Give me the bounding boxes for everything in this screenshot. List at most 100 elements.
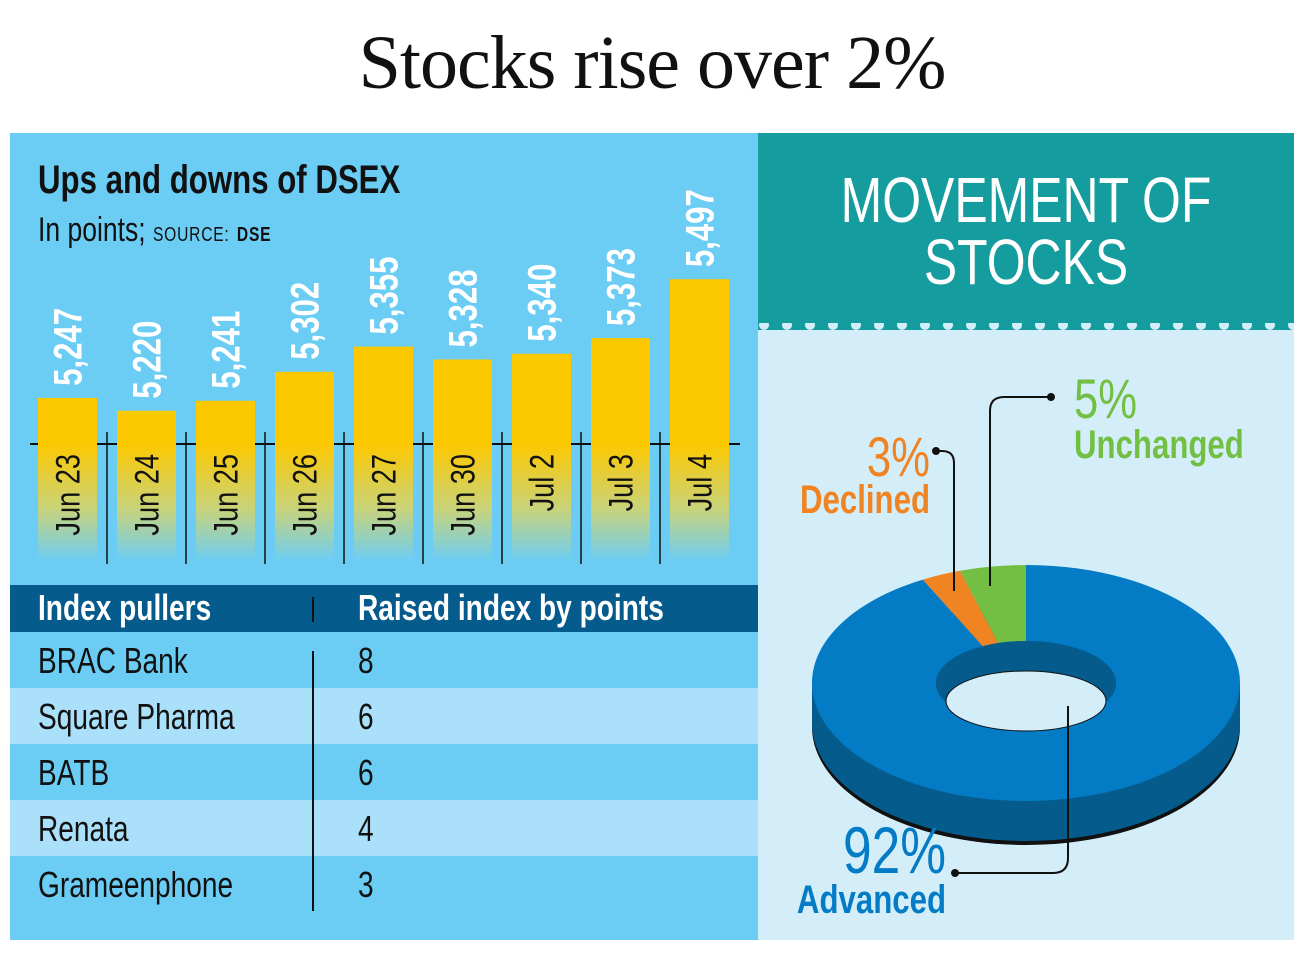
source-label: SOURCE: <box>153 224 230 246</box>
bar-value-label: 5,220 <box>125 321 170 399</box>
category-label: Jun 24 <box>128 454 167 536</box>
scallop-dot <box>1127 323 1137 330</box>
source-value: DSE <box>236 224 272 246</box>
bar <box>354 346 413 444</box>
advanced-leader-dot <box>951 869 959 877</box>
scallop-dot <box>828 323 838 330</box>
bar <box>512 353 571 444</box>
scallop-dot <box>920 323 930 330</box>
scallop-dot <box>897 323 907 330</box>
category-label: Jul 3 <box>602 454 641 511</box>
column-divider <box>312 651 314 911</box>
category-label: Jun 23 <box>49 454 88 536</box>
table-row: Square Pharma 6 <box>10 688 758 744</box>
scallop-dot <box>1196 323 1206 330</box>
advanced-percent: 92% <box>843 813 946 888</box>
table-row: Renata 4 <box>10 800 758 856</box>
bar <box>196 400 255 444</box>
declined-leader <box>936 450 955 591</box>
bar-label-bg <box>354 444 413 561</box>
row-name: Renata <box>38 808 129 849</box>
headline: Stocks rise over 2% <box>358 21 947 105</box>
scallop-dot <box>1081 323 1091 330</box>
scallop-dot <box>1219 323 1229 330</box>
bar-value-label: 5,355 <box>362 257 407 335</box>
scallop-dot <box>1288 323 1294 330</box>
scallop-dot <box>782 323 792 330</box>
units-label: In points; <box>38 211 146 249</box>
scallop-dot <box>1150 323 1160 330</box>
bar-value-label: 5,247 <box>46 308 91 386</box>
bar-label-bg <box>38 444 97 561</box>
scallop-dot <box>805 323 815 330</box>
bar <box>591 338 650 444</box>
bar <box>117 410 176 444</box>
bar-value-label: 5,302 <box>283 282 328 360</box>
scallop-dot <box>1012 323 1022 330</box>
bar <box>670 279 729 444</box>
scallop-dot <box>759 323 769 330</box>
row-name: BATB <box>38 752 110 793</box>
bar-value-label: 5,241 <box>204 311 249 389</box>
bar <box>38 397 97 444</box>
donut-slice-unchanged <box>959 565 1026 644</box>
movement-panel: MOVEMENT OF STOCKS 3% Declined 5% Unchanged… <box>758 133 1294 940</box>
category-label: Jul 4 <box>681 454 720 511</box>
bar-label-bg <box>591 444 650 561</box>
bar-label-bg <box>196 444 255 561</box>
bar <box>275 371 334 444</box>
movement-header: MOVEMENT OF STOCKS <box>758 133 1294 330</box>
row-points: 3 <box>358 864 374 905</box>
bar-label-bg <box>670 444 729 561</box>
movement-title-line2: STOCKS <box>923 226 1129 298</box>
movement-title: MOVEMENT OF STOCKS <box>817 164 1235 298</box>
declined-percent: 3% <box>867 426 930 488</box>
table-row: Grameenphone 3 <box>10 856 758 912</box>
header-index-pullers: Index pullers <box>38 587 212 628</box>
scallop-dot <box>851 323 861 330</box>
chart-title: Ups and downs of DSEX <box>38 158 401 202</box>
row-name: Grameenphone <box>38 864 234 905</box>
bar <box>433 359 492 444</box>
donut-hole <box>945 670 1107 732</box>
scallop-dot <box>943 323 953 330</box>
category-label: Jun 25 <box>207 454 246 536</box>
unchanged-percent: 5% <box>1074 368 1137 430</box>
category-label: Jun 27 <box>365 454 404 536</box>
scallop-dot <box>1242 323 1252 330</box>
scallop-dot <box>874 323 884 330</box>
scallop-dot <box>1035 323 1045 330</box>
table-header: Index pullers Raised index by points <box>10 585 758 632</box>
row-points: 4 <box>358 808 374 849</box>
row-points: 6 <box>358 696 374 737</box>
unchanged-leader-dot <box>1047 393 1055 401</box>
donut-chart: 3%Declined 5%Unchanged 92%Advanced <box>797 368 1244 922</box>
bar-value-label: 5,373 <box>599 248 644 326</box>
table-row: BATB 6 <box>10 744 758 800</box>
bar-value-label: 5,340 <box>520 264 565 342</box>
category-label: Jul 2 <box>523 454 562 511</box>
advanced-label: Advanced <box>797 877 946 922</box>
bar-label-bg <box>275 444 334 561</box>
index-pullers-table: Index pullers Raised index by points BRA… <box>10 585 758 912</box>
bar-value-label: 5,497 <box>678 189 723 267</box>
scallop-dot <box>1058 323 1068 330</box>
donut-slice-declined <box>922 570 999 647</box>
movement-title-line1: MOVEMENT OF <box>840 164 1212 236</box>
scallop-dot <box>1173 323 1183 330</box>
category-label: Jun 26 <box>286 454 325 536</box>
header-divider <box>312 597 314 622</box>
row-name: Square Pharma <box>38 696 235 737</box>
scallop-dot <box>989 323 999 330</box>
category-label: Jun 30 <box>444 454 483 536</box>
unchanged-leader <box>989 396 1050 586</box>
bar-value-label: 5,328 <box>441 269 486 347</box>
advanced-leader <box>956 706 1069 874</box>
declined-leader-dot <box>932 447 940 455</box>
scallop-dot <box>1265 323 1275 330</box>
scalloped-edge <box>759 323 1294 330</box>
dsex-panel: Ups and downs of DSEX In points; SOURCE:… <box>10 133 758 940</box>
scallop-dot <box>1104 323 1114 330</box>
unchanged-label: Unchanged <box>1074 422 1244 467</box>
scallop-dot <box>966 323 976 330</box>
